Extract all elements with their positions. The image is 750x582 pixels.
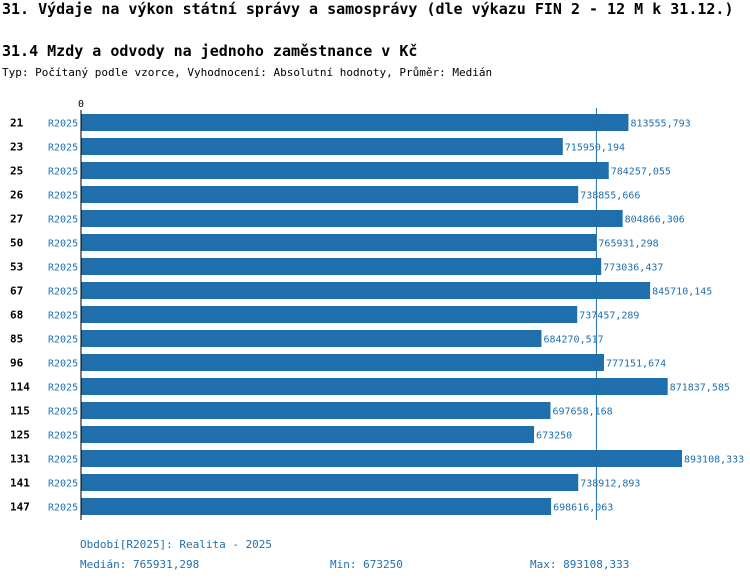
series-label: R2025: [48, 455, 78, 466]
bar: [81, 378, 668, 395]
series-label: R2025: [48, 143, 78, 154]
value-label: 765931,298: [598, 239, 658, 250]
bar: [81, 474, 579, 491]
series-label: R2025: [48, 407, 78, 418]
category-label: 125: [10, 429, 30, 442]
bar: [81, 210, 623, 227]
series-label: R2025: [48, 287, 78, 298]
bar: [81, 138, 563, 155]
category-label: 27: [10, 213, 23, 226]
category-label: 96: [10, 357, 24, 370]
category-label: 85: [10, 333, 23, 346]
value-label: 737457,289: [579, 311, 639, 322]
value-label: 673250: [536, 431, 572, 442]
value-label: 773036,437: [603, 263, 663, 274]
value-label: 871837,585: [670, 383, 730, 394]
series-label: R2025: [48, 119, 78, 130]
bar: [81, 282, 651, 299]
category-label: 26: [10, 189, 24, 202]
bar: [81, 306, 578, 323]
chart-description: Typ: Počítaný podle vzorce, Vyhodnocení:…: [2, 66, 493, 79]
category-label: 23: [10, 141, 23, 154]
value-label: 697658,168: [552, 407, 612, 418]
category-label: 50: [10, 237, 23, 250]
page-title: 31. Výdaje na výkon státní správy a samo…: [2, 0, 734, 18]
value-label: 698616,063: [553, 503, 613, 514]
category-label: 25: [10, 165, 23, 178]
bar: [81, 330, 542, 347]
bar: [81, 186, 579, 203]
series-label: R2025: [48, 359, 78, 370]
value-label: 715950,194: [565, 143, 625, 154]
value-label: 813555,793: [630, 119, 690, 130]
series-label: R2025: [48, 335, 78, 346]
series-label: R2025: [48, 239, 78, 250]
series-label: R2025: [48, 383, 78, 394]
category-label: 67: [10, 285, 23, 298]
series-label: R2025: [48, 311, 78, 322]
bar: [81, 450, 682, 467]
value-label: 738912,893: [580, 479, 640, 490]
value-label: 684270,517: [543, 335, 603, 346]
bar: [81, 402, 551, 419]
category-label: 68: [10, 309, 23, 322]
series-label: R2025: [48, 263, 78, 274]
category-label: 21: [10, 117, 24, 130]
bar: [81, 114, 629, 131]
category-label: 53: [10, 261, 23, 274]
series-label: R2025: [48, 191, 78, 202]
category-label: 131: [10, 453, 30, 466]
bar: [81, 234, 597, 251]
category-label: 115: [10, 405, 30, 418]
bar: [81, 354, 604, 371]
footer-period: Období[R2025]: Realita - 2025: [80, 538, 273, 551]
axis-zero-label: 0: [78, 99, 84, 110]
chart-subtitle: 31.4 Mzdy a odvody na jednoho zaměstnanc…: [2, 42, 418, 60]
value-label: 784257,055: [611, 167, 671, 178]
bar: [81, 162, 609, 179]
bar: [81, 498, 552, 515]
series-label: R2025: [48, 431, 78, 442]
footer-median: Medián: 765931,298: [80, 558, 200, 571]
category-label: 147: [10, 501, 30, 514]
value-label: 845710,145: [652, 287, 712, 298]
category-label: 141: [10, 477, 30, 490]
footer-min: Min: 673250: [330, 558, 403, 571]
value-label: 804866,306: [625, 215, 685, 226]
bar: [81, 426, 535, 443]
value-label: 893108,333: [684, 455, 744, 466]
value-label: 738855,666: [580, 191, 640, 202]
series-label: R2025: [48, 503, 78, 514]
value-label: 777151,674: [606, 359, 666, 370]
series-label: R2025: [48, 167, 78, 178]
bar: [81, 258, 602, 275]
series-label: R2025: [48, 479, 78, 490]
series-label: R2025: [48, 215, 78, 226]
footer-max: Max: 893108,333: [530, 558, 630, 571]
category-label: 114: [10, 381, 30, 394]
